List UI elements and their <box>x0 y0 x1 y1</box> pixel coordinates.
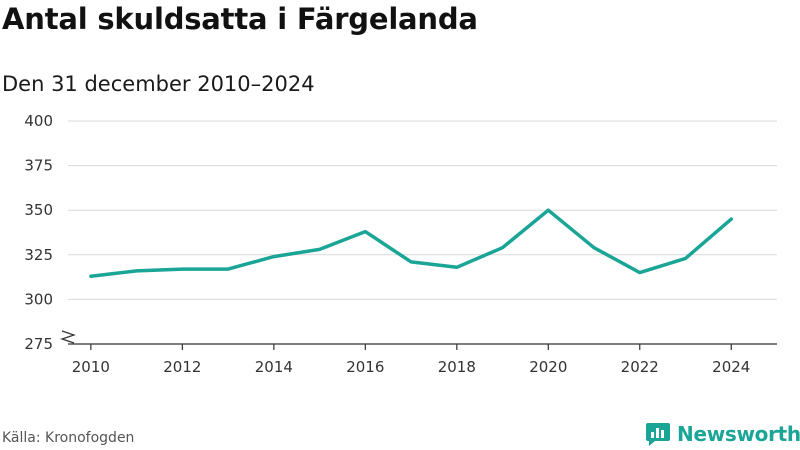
chart-subtitle: Den 31 december 2010–2024 <box>2 72 315 96</box>
y-tick-label: 325 <box>24 246 53 264</box>
source-note: Källa: Kronofogden <box>2 430 135 446</box>
series-line <box>89 208 734 278</box>
x-tick-label: 2022 <box>621 358 659 376</box>
x-tick-label: 2024 <box>712 358 750 376</box>
chart-logo-icon <box>646 423 670 446</box>
y-tick-label: 300 <box>24 290 53 308</box>
y-tick-label: 400 <box>24 112 53 130</box>
y-tick-label: 275 <box>24 335 53 353</box>
y-tick-label: 375 <box>24 157 53 175</box>
newsworthy-logo[interactable]: Newsworthy <box>645 421 800 447</box>
brand-name: Newsworthy <box>677 422 800 446</box>
axis-break-icon <box>60 330 76 344</box>
chart-title: Antal skuldsatta i Färgelanda <box>2 2 478 36</box>
x-tick-label: 2018 <box>438 358 476 376</box>
x-tick-label: 2012 <box>163 358 201 376</box>
x-tick-label: 2010 <box>72 358 110 376</box>
y-tick-label: 350 <box>24 201 53 219</box>
x-tick-label: 2016 <box>346 358 384 376</box>
x-tick-label: 2014 <box>255 358 293 376</box>
x-tick-label: 2020 <box>529 358 567 376</box>
